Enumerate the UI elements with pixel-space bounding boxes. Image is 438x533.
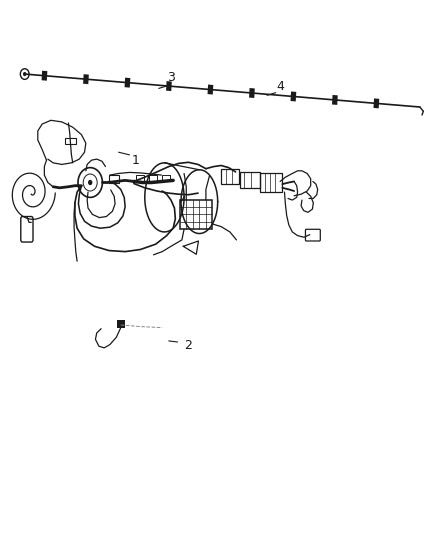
- Bar: [374, 99, 379, 108]
- Text: 2: 2: [184, 338, 192, 352]
- Text: 3: 3: [167, 71, 175, 84]
- Bar: [162, 175, 170, 181]
- Bar: [149, 175, 157, 181]
- Bar: [83, 74, 89, 84]
- Bar: [249, 88, 255, 98]
- Circle shape: [88, 180, 92, 185]
- Bar: [42, 71, 47, 80]
- Text: 1: 1: [132, 154, 140, 167]
- Bar: [261, 173, 283, 192]
- Text: 4: 4: [276, 80, 284, 93]
- Bar: [290, 92, 296, 101]
- Bar: [332, 95, 338, 105]
- Circle shape: [23, 72, 26, 76]
- Bar: [221, 169, 239, 184]
- Bar: [65, 138, 76, 144]
- Bar: [240, 172, 260, 188]
- Bar: [136, 175, 144, 181]
- Bar: [180, 200, 212, 229]
- Bar: [124, 78, 131, 87]
- Bar: [117, 320, 125, 328]
- Bar: [109, 175, 119, 182]
- Bar: [208, 85, 213, 94]
- Bar: [166, 81, 172, 91]
